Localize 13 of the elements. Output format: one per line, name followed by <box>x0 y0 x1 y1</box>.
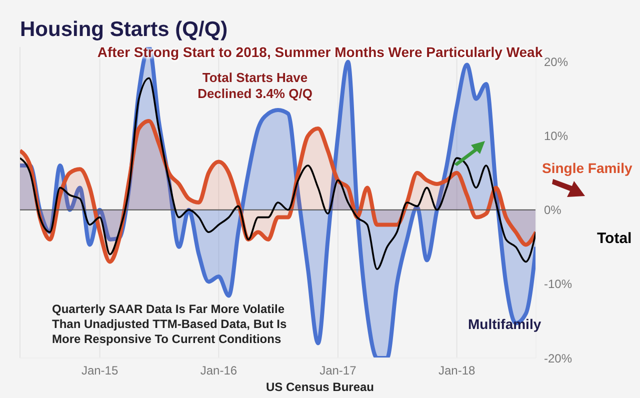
x-tick-label: Jan-18 <box>438 364 476 378</box>
y-tick-label: -20% <box>544 351 572 366</box>
y-tick-label: 0% <box>544 203 562 218</box>
x-tick-label: Jan-16 <box>200 364 238 378</box>
y-tick-label: 20% <box>544 55 568 70</box>
chart-title: Housing Starts (Q/Q) <box>20 18 228 42</box>
y-tick-label: 10% <box>544 129 568 144</box>
x-tick-label: Jan-17 <box>320 364 357 378</box>
text: Total <box>597 230 632 247</box>
text: US Census Bureau <box>264 380 376 395</box>
y-tick-label: -10% <box>544 277 572 292</box>
text: Single Family <box>542 160 632 176</box>
x-tick-label: Jan-15 <box>81 364 118 378</box>
